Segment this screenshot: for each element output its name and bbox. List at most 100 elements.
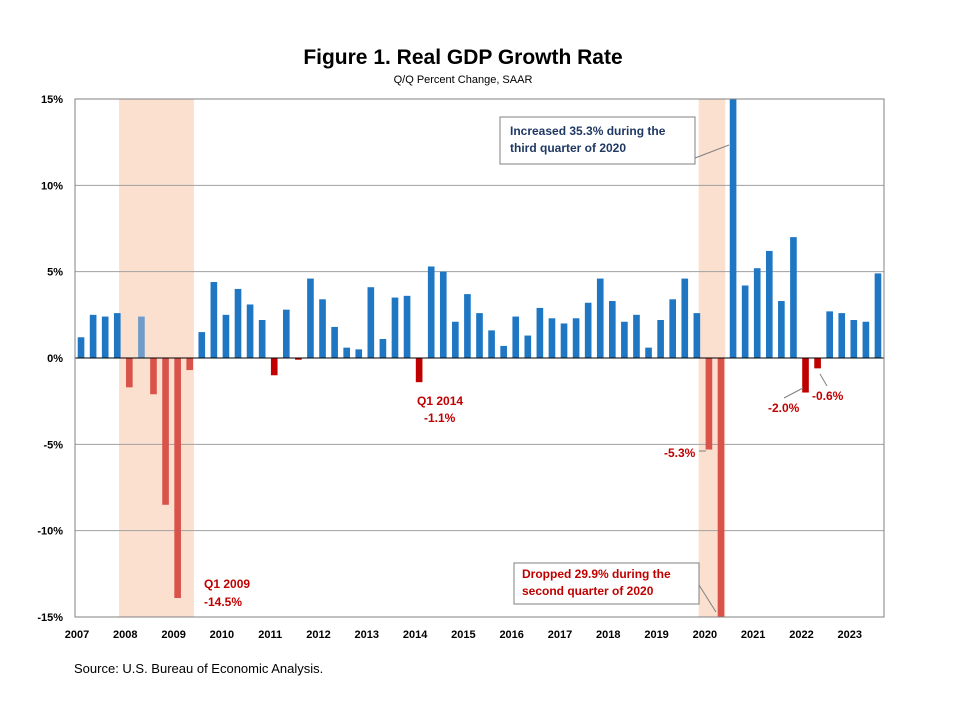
- y-tick-label: -5%: [43, 439, 63, 451]
- bar-2016Q4: [548, 318, 556, 358]
- bar-2016Q3: [536, 307, 544, 358]
- bar-2017Q4: [596, 278, 604, 358]
- x-tick-label: 2008: [113, 629, 137, 641]
- y-tick-label: -15%: [37, 612, 63, 624]
- bar-2022Q1: [802, 358, 809, 393]
- bar-2010Q4: [258, 320, 266, 358]
- annotation-q1-2020-value: -5.3%: [664, 446, 696, 460]
- bar-2009Q2: [186, 358, 194, 371]
- bar-2014Q1: [415, 358, 423, 383]
- bar-2021Q1: [753, 268, 761, 358]
- bar-2018Q2: [621, 321, 628, 358]
- callout-q2-2020: Dropped 29.9% during the second quarter …: [513, 562, 717, 613]
- callout-q2-2020-line2: second quarter of 2020: [522, 584, 654, 598]
- x-axis-ticks: 2007 2008 2009 2010 2011 2012 2013 2014 2015 2016…: [65, 629, 862, 641]
- annotation-q2-2022-leader: [819, 373, 828, 387]
- bar-2009Q3: [198, 332, 206, 358]
- bar-2015Q3: [488, 330, 495, 358]
- bar-2015Q1: [464, 294, 471, 358]
- x-tick-label: 2023: [838, 629, 862, 641]
- x-tick-label: 2021: [741, 629, 765, 641]
- chart-subtitle: Q/Q Percent Change, SAAR: [393, 74, 533, 86]
- bar-2020Q2: [717, 358, 725, 617]
- bar-2008Q2: [138, 316, 145, 358]
- bar-2020Q3: [729, 99, 737, 358]
- bar-2020Q4: [741, 285, 749, 358]
- bar-2017Q3: [584, 302, 592, 358]
- bar-2008Q1: [126, 358, 133, 388]
- x-tick-label: 2016: [499, 629, 523, 641]
- bar-2015Q2: [476, 313, 483, 358]
- bar-2013Q1: [367, 287, 375, 358]
- bar-2015Q4: [500, 345, 507, 358]
- bar-2012Q1: [319, 299, 326, 358]
- callout-q3-2020-box: [499, 116, 696, 165]
- bars-group: [77, 99, 882, 617]
- x-tick-label: 2012: [306, 629, 330, 641]
- callout-q3-2020: Increased 35.3% during the third quarter…: [499, 116, 730, 165]
- x-tick-label: 2011: [258, 629, 282, 641]
- callout-q3-2020-pointer: [694, 144, 730, 159]
- bar-2009Q4: [210, 282, 218, 358]
- bar-2007Q2: [89, 314, 97, 358]
- bar-2011Q2: [282, 309, 290, 358]
- annotation-q2-2022-value: -0.6%: [812, 389, 844, 403]
- bar-2023Q3: [874, 273, 882, 358]
- x-tick-label: 2017: [548, 629, 572, 641]
- bar-2010Q2: [234, 288, 242, 358]
- annotation-q1-2014-value: -1.1%: [424, 411, 456, 425]
- bar-2010Q1: [222, 314, 230, 358]
- bar-2022Q3: [826, 311, 833, 358]
- y-axis-ticks: 15% 10% 5% 0% -5% -10% -15%: [37, 94, 63, 624]
- bar-2014Q2: [427, 266, 435, 358]
- bar-2019Q2: [669, 299, 677, 358]
- x-tick-label: 2018: [596, 629, 620, 641]
- x-tick-label: 2015: [451, 629, 475, 641]
- callout-q2-2020-pointer: [698, 584, 717, 613]
- x-tick-label: 2014: [403, 629, 428, 641]
- bar-2016Q2: [524, 335, 532, 358]
- y-tick-label: 10%: [41, 180, 63, 192]
- bar-2020Q1: [705, 358, 713, 450]
- bar-2023Q2: [862, 321, 870, 358]
- y-tick-label: -10%: [37, 526, 63, 538]
- y-tick-label: 15%: [41, 94, 63, 106]
- x-tick-label: 2013: [355, 629, 379, 641]
- annotation-q1-2009-value: -14.5%: [204, 595, 242, 609]
- annotation-q1-2009-label: Q1 2009: [204, 577, 250, 591]
- callout-q2-2020-box: [513, 562, 700, 605]
- bar-2008Q3: [150, 358, 157, 395]
- bar-2014Q3: [439, 271, 447, 358]
- bar-2012Q4: [355, 349, 363, 358]
- bar-2009Q1: [174, 358, 181, 599]
- bar-2008Q4: [162, 358, 169, 505]
- chart-title: Figure 1. Real GDP Growth Rate: [303, 46, 623, 69]
- bar-2016Q1: [512, 316, 520, 358]
- bar-2012Q3: [343, 347, 350, 358]
- bar-2021Q2: [765, 250, 773, 358]
- bar-2018Q4: [645, 347, 652, 358]
- bar-2023Q1: [850, 320, 858, 358]
- bar-2022Q2: [814, 358, 821, 369]
- bar-2017Q1: [560, 323, 568, 358]
- annotation-q1-2022-leader: [783, 387, 804, 399]
- x-tick-label: 2010: [210, 629, 234, 641]
- callout-q3-2020-line1: Increased 35.3% during the: [510, 124, 666, 138]
- bar-2018Q1: [609, 301, 616, 358]
- x-tick-label: 2022: [789, 629, 813, 641]
- bar-2007Q4: [113, 313, 121, 358]
- bar-2018Q3: [633, 314, 640, 358]
- bar-2014Q4: [452, 321, 459, 358]
- y-tick-label: 5%: [47, 267, 63, 279]
- bar-2011Q1: [270, 358, 278, 376]
- bar-2012Q2: [331, 326, 338, 358]
- x-tick-label: 2020: [693, 629, 717, 641]
- bar-2017Q2: [572, 318, 580, 358]
- bar-2010Q3: [246, 304, 254, 358]
- callout-q3-2020-line2: third quarter of 2020: [510, 141, 626, 155]
- bar-2013Q3: [391, 297, 399, 358]
- x-tick-label: 2007: [65, 629, 89, 641]
- bar-2019Q3: [681, 278, 689, 358]
- bar-2019Q4: [693, 313, 701, 358]
